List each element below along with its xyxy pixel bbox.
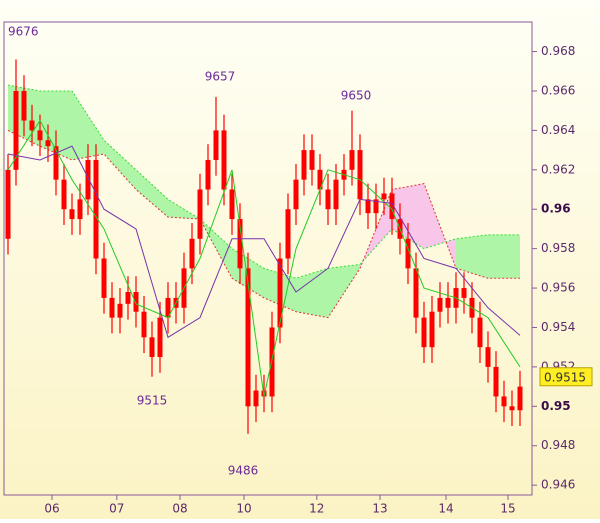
candle-body: [125, 292, 131, 304]
y-tick-label: 0.954: [541, 320, 575, 334]
candle-body: [365, 199, 371, 214]
y-tick-label: 0.956: [541, 281, 575, 295]
candle-body: [197, 189, 203, 239]
candle-body: [109, 297, 115, 318]
candle-body: [5, 169, 11, 239]
candle-body: [13, 90, 19, 170]
candle-body: [477, 317, 483, 348]
candle-body: [37, 130, 43, 141]
cloud-fill: [488, 234, 520, 279]
candle-body: [357, 150, 363, 200]
candle-body: [325, 189, 331, 210]
cloud-fill: [168, 199, 200, 220]
candle-body: [101, 258, 107, 298]
cloud-fill: [136, 169, 168, 218]
candle-body: [133, 292, 139, 312]
candle-body: [333, 179, 339, 210]
candle-body: [293, 179, 299, 210]
candle-body: [245, 268, 251, 407]
candle-body: [117, 303, 123, 318]
cloud-fill: [104, 140, 136, 190]
candle-body: [381, 193, 387, 200]
annotation: 9650: [341, 89, 372, 103]
candle-body: [285, 209, 291, 259]
y-tick-label: 0.948: [541, 438, 575, 452]
candle-body: [237, 219, 243, 269]
indicator-line: [7, 145, 521, 339]
candle-body: [229, 189, 235, 220]
last-price-label: 0.9515: [544, 370, 586, 384]
candle-body: [413, 268, 419, 318]
x-tick-label: 15: [500, 502, 515, 516]
cloud-span: [7, 129, 520, 319]
candle-body: [301, 150, 307, 180]
candle-body: [213, 130, 219, 160]
candle-body: [501, 396, 507, 407]
candle-body: [77, 199, 83, 220]
x-tick-label: 13: [372, 502, 387, 516]
cloud-fill: [296, 268, 328, 318]
candle-body: [21, 90, 27, 121]
y-tick-label: 0.964: [541, 123, 575, 137]
y-tick-label: 0.95: [541, 399, 571, 413]
candle-body: [253, 390, 259, 407]
candle-body: [69, 209, 75, 220]
cloud-fill: [456, 234, 488, 279]
annotation: 9676: [8, 25, 39, 39]
annotation: 9486: [228, 464, 259, 478]
candle-body: [277, 258, 283, 328]
y-tick-label: 0.958: [541, 241, 575, 255]
candle-body: [317, 169, 323, 190]
candle-body: [149, 337, 155, 358]
x-tick-label: 07: [109, 502, 124, 516]
candle-body: [29, 120, 35, 131]
candle-body: [373, 199, 379, 214]
x-tick-label: 12: [309, 502, 324, 516]
annotation: 9657: [205, 70, 236, 84]
candle-body: [389, 193, 395, 220]
x-tick-label: 06: [44, 502, 59, 516]
candle-body: [461, 288, 467, 298]
y-tick-label: 0.966: [541, 83, 575, 97]
candle-body: [509, 406, 515, 411]
plot-border: [3, 21, 533, 496]
last-price-box: [539, 367, 593, 387]
candle-body: [309, 150, 315, 170]
candle-body: [141, 311, 147, 338]
annotation: 9515: [137, 394, 168, 408]
candle-body: [429, 311, 435, 348]
cloud-fill: [72, 90, 104, 160]
x-tick-label: 08: [172, 502, 187, 516]
candle-body: [53, 146, 59, 180]
plot-area: [5, 59, 523, 434]
cloud-fill: [328, 264, 360, 318]
candle-body: [189, 238, 195, 269]
candle-body: [221, 130, 227, 190]
candle-body: [493, 366, 499, 397]
candle-body: [61, 179, 67, 210]
y-tick-label: 0.96: [541, 202, 571, 216]
cloud-span: [7, 84, 520, 279]
candle-body: [269, 327, 275, 397]
candle-body: [485, 347, 491, 367]
x-tick-label: 10: [236, 502, 251, 516]
candle-body: [165, 297, 171, 318]
y-tick-label: 0.968: [541, 44, 575, 58]
candle-body: [349, 150, 355, 170]
candle-body: [85, 159, 91, 200]
y-tick-label: 0.962: [541, 162, 575, 176]
candle-body: [157, 317, 163, 358]
candle-body: [517, 386, 523, 411]
candle-body: [405, 238, 411, 269]
candle-body: [93, 159, 99, 259]
candle-body: [205, 159, 211, 190]
y-tick-label: 0.946: [541, 478, 575, 492]
candle-body: [45, 140, 51, 147]
candle-body: [437, 297, 443, 312]
indicator-line: [7, 119, 521, 397]
x-tick-label: 14: [438, 502, 453, 516]
candle-body: [421, 317, 427, 348]
candle-body: [445, 297, 451, 308]
